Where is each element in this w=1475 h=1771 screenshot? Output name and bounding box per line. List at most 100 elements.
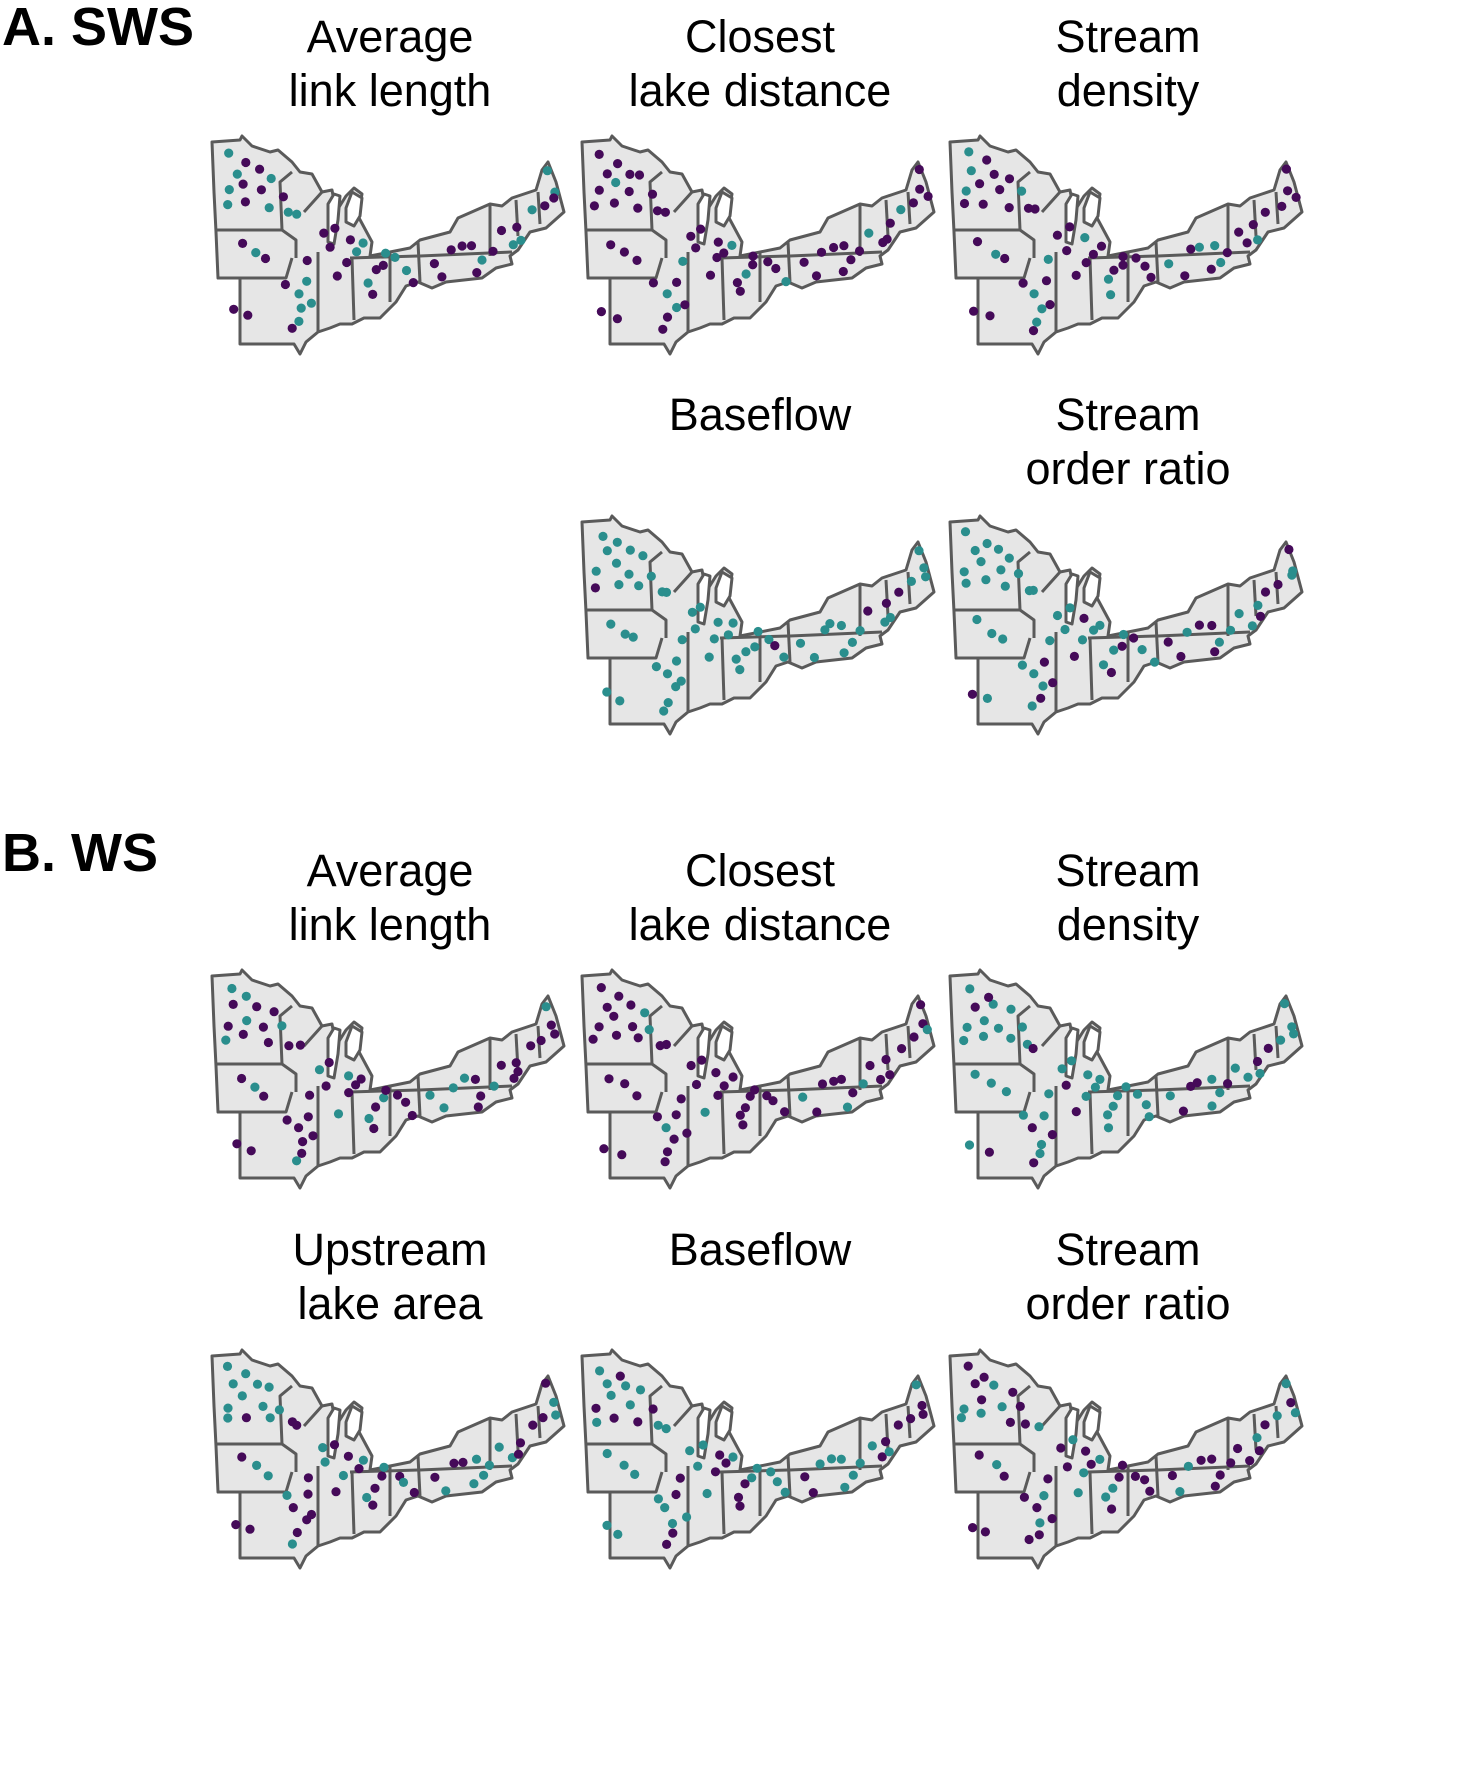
site-point-teal — [541, 1002, 551, 1012]
state-border — [1016, 170, 1031, 231]
site-point-purple — [260, 253, 271, 264]
site-point-purple — [526, 1041, 536, 1051]
site-point-purple — [634, 170, 645, 180]
site-point-teal — [1089, 625, 1099, 635]
site-point-teal — [959, 1404, 969, 1414]
site-point-teal — [976, 1408, 986, 1418]
site-point-purple — [970, 1379, 980, 1389]
state-border — [954, 1442, 1036, 1472]
site-point-teal — [966, 166, 976, 176]
site-point-teal — [962, 1022, 972, 1032]
site-point-purple — [324, 1057, 334, 1068]
site-point-teal — [896, 205, 906, 215]
site-point-purple — [1020, 1419, 1030, 1429]
site-point-purple — [541, 1378, 551, 1388]
site-point-teal — [682, 1512, 692, 1522]
site-point-purple — [238, 1029, 248, 1039]
land-outline — [210, 134, 566, 356]
site-point-purple — [620, 1079, 630, 1089]
state-border — [416, 1075, 422, 1117]
state-border — [1154, 241, 1160, 283]
site-point-purple — [877, 1452, 887, 1462]
site-point-teal — [1098, 660, 1109, 670]
site-point-purple — [238, 179, 248, 189]
site-point-purple — [984, 1147, 994, 1157]
site-point-purple — [1024, 1534, 1034, 1545]
site-point-teal — [614, 580, 624, 590]
site-point-purple — [974, 1450, 984, 1460]
site-point-purple — [1273, 579, 1283, 590]
land-outline — [210, 1348, 566, 1570]
site-point-purple — [613, 159, 623, 169]
site-point-teal — [1039, 1491, 1049, 1501]
state-border — [586, 1442, 668, 1472]
site-point-teal — [906, 576, 916, 586]
site-point-purple — [246, 1146, 256, 1156]
state-border — [884, 1033, 890, 1071]
site-point-purple — [738, 1120, 748, 1130]
site-point-purple — [735, 1110, 745, 1120]
lake — [1082, 190, 1102, 228]
site-point-teal — [815, 1459, 825, 1469]
site-point-purple — [1015, 1401, 1025, 1411]
site-point-purple — [1027, 1123, 1037, 1133]
site-point-teal — [653, 1420, 663, 1430]
site-point-purple — [302, 255, 312, 266]
site-point-teal — [753, 626, 763, 637]
site-point-teal — [978, 1031, 989, 1041]
site-point-teal — [1164, 259, 1174, 269]
site-point-purple — [282, 1115, 292, 1125]
lake — [714, 1024, 734, 1062]
site-point-teal — [735, 665, 745, 675]
state-border — [1040, 1404, 1062, 1428]
site-point-purple — [1223, 1079, 1233, 1089]
site-point-teal — [1083, 1070, 1093, 1080]
site-point-purple — [1146, 272, 1156, 282]
site-point-teal — [1210, 241, 1220, 251]
site-point-teal — [919, 563, 929, 573]
site-point-teal — [1108, 1483, 1118, 1493]
site-point-purple — [511, 1058, 521, 1068]
site-point-purple — [1286, 1398, 1296, 1408]
site-point-teal — [780, 1487, 790, 1497]
site-point-teal — [964, 147, 974, 157]
site-point-teal — [795, 638, 806, 648]
site-point-teal — [1252, 1433, 1262, 1443]
site-point-purple — [1145, 1486, 1155, 1496]
site-point-purple — [371, 265, 381, 275]
site-point-teal — [1215, 1088, 1225, 1098]
site-point-teal — [653, 1494, 663, 1504]
state-border — [588, 1091, 664, 1114]
site-point-teal — [1207, 1101, 1217, 1111]
state-border — [906, 571, 912, 605]
site-point-purple — [1028, 326, 1039, 336]
site-point-teal — [695, 602, 705, 612]
site-point-purple — [512, 222, 522, 232]
site-point-teal — [379, 1462, 389, 1472]
site-point-purple — [661, 1039, 671, 1050]
site-point-teal — [390, 252, 400, 262]
site-point-teal — [630, 1469, 640, 1479]
site-point-purple — [854, 246, 865, 256]
site-point-purple — [719, 248, 729, 258]
site-point-purple — [1047, 1514, 1057, 1524]
site-point-teal — [398, 1477, 409, 1487]
state-border — [789, 250, 883, 258]
site-point-purple — [963, 1361, 973, 1371]
site-point-purple — [368, 289, 378, 299]
site-point-purple — [1029, 1158, 1039, 1168]
site-point-purple — [263, 1037, 273, 1048]
map-title-a-closest-lake-distance: Closest lake distance — [628, 11, 892, 116]
site-point-teal — [836, 1454, 846, 1464]
site-point-teal — [864, 228, 874, 238]
site-point-purple — [1118, 260, 1128, 270]
site-point-purple — [280, 279, 290, 290]
site-point-purple — [1018, 278, 1028, 288]
site-point-teal — [595, 1366, 605, 1376]
site-point-purple — [995, 185, 1005, 195]
map-a-avg-link-length — [210, 134, 566, 356]
state-border — [1088, 1091, 1094, 1155]
site-point-teal — [646, 571, 656, 581]
site-point-teal — [1081, 1091, 1091, 1101]
site-point-purple — [1248, 220, 1258, 230]
